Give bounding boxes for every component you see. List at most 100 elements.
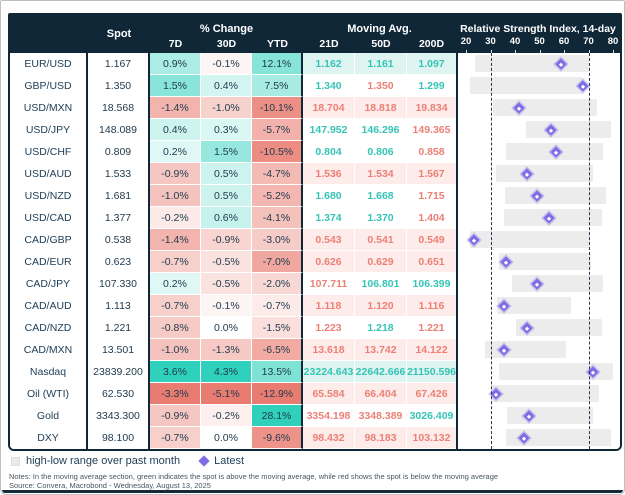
rsi-cell (456, 405, 620, 427)
ma-50d: 1.218 (355, 317, 407, 339)
instrument-label: CAD/AUD (10, 295, 88, 317)
rsi-range-bar (496, 165, 593, 182)
header-spot: Spot (106, 28, 132, 40)
ma-50d: 1.161 (355, 53, 407, 75)
table-row: Nasdaq 23839.200 3.6% 4.3% 13.5% 23224.6… (10, 361, 620, 383)
legend-latest-label: Latest (214, 455, 245, 467)
rsi-cell (456, 185, 620, 207)
pct-change-ytd: 7.5% (252, 75, 303, 97)
table-row: USD/CHF 0.809 0.2% 1.5% -10.5% 0.804 0.8… (10, 141, 620, 163)
instrument-label: GBP/USD (10, 75, 88, 97)
rsi-range-bar (504, 187, 607, 204)
spot-value: 18.568 (88, 97, 150, 119)
pct-change-30d: 0.0% (201, 317, 252, 339)
ma-21d: 147.952 (303, 119, 355, 141)
pct-change-ytd: -10.1% (252, 97, 303, 119)
pct-change-7d: -0.9% (150, 163, 201, 185)
spot-value: 1.113 (88, 295, 150, 317)
pct-change-30d: -0.5% (201, 251, 252, 273)
spot-value: 0.623 (88, 251, 150, 273)
pct-change-30d: 0.4% (201, 75, 252, 97)
pct-change-7d: -1.4% (150, 229, 201, 251)
pct-change-30d: 0.6% (201, 207, 252, 229)
table-row: Gold 3343.300 -0.9% -0.2% 28.1% 3354.198… (10, 405, 620, 427)
pct-change-7d: -3.3% (150, 383, 201, 405)
rsi-range-bar (507, 407, 593, 424)
ma-21d: 3354.198 (303, 405, 355, 427)
table-row: CAD/EUR 0.623 -0.7% -0.5% -7.0% 0.626 0.… (10, 251, 620, 273)
pct-change-ytd: -6.5% (252, 339, 303, 361)
rsi-tick-label: 70 (583, 36, 594, 47)
rsi-tick-mark (539, 50, 541, 53)
ma-21d: 1.340 (303, 75, 355, 97)
ma-50d: 0.629 (355, 251, 407, 273)
ma-200d: 67.426 (407, 383, 456, 405)
pct-change-7d: 0.2% (150, 273, 201, 295)
spot-value: 0.809 (88, 141, 150, 163)
table-row: USD/JPY 148.089 0.4% 0.3% -5.7% 147.952 … (10, 119, 620, 141)
pct-change-30d: -0.5% (201, 273, 252, 295)
ma-200d: 1.116 (407, 295, 456, 317)
pct-change-7d: -0.7% (150, 251, 201, 273)
rsi-tick-mark (466, 50, 467, 53)
ma-21d: 1.536 (303, 163, 355, 185)
notes-text: Notes: In the moving average section, gr… (9, 472, 499, 481)
rsi-cell (456, 339, 620, 361)
range-swatch-icon (11, 456, 20, 466)
table-row: CAD/NZD 1.221 -0.8% 0.0% -1.5% 1.223 1.2… (10, 317, 620, 339)
table-body: EUR/USD 1.167 0.9% -0.1% 12.1% 1.162 1.1… (10, 53, 620, 449)
spot-value: 62.530 (88, 383, 150, 405)
pct-change-7d: -0.7% (150, 295, 201, 317)
instrument-label: USD/CHF (10, 141, 88, 163)
pct-change-30d: -0.1% (201, 295, 252, 317)
pct-change-30d: 1.5% (201, 141, 252, 163)
header-moving-avg-group: Moving Avg. (347, 23, 412, 35)
ma-21d: 1.118 (303, 295, 355, 317)
header-30d: 30D (216, 38, 237, 50)
pct-change-ytd: -7.0% (252, 251, 303, 273)
pct-change-30d: 0.5% (201, 185, 252, 207)
rsi-range-bar (475, 55, 590, 72)
rsi-range-bar (512, 275, 603, 292)
spot-value: 107.330 (88, 273, 150, 295)
rsi-cell (456, 295, 620, 317)
table-row: EUR/USD 1.167 0.9% -0.1% 12.1% 1.162 1.1… (10, 53, 620, 75)
ma-50d: 18.818 (355, 97, 407, 119)
rsi-cell (456, 317, 620, 339)
ma-200d: 19.834 (407, 97, 456, 119)
ma-21d: 18.704 (303, 97, 355, 119)
rsi-range-bar (505, 429, 612, 446)
rsi-range-bar (470, 77, 584, 94)
instrument-label: USD/NZD (10, 185, 88, 207)
pct-change-30d: 0.5% (201, 163, 252, 185)
header-50d: 50D (371, 38, 391, 50)
rsi-cell (456, 141, 620, 163)
table-row: CAD/GBP 0.538 -1.4% -0.9% -3.0% 0.543 0.… (10, 229, 620, 251)
rsi-range-bar (498, 253, 591, 270)
instrument-label: CAD/EUR (10, 251, 88, 273)
rsi-range-bar (498, 363, 613, 380)
rsi-cell (456, 251, 620, 273)
ma-200d: 149.365 (407, 119, 456, 141)
spot-value: 1.377 (88, 207, 150, 229)
ma-200d: 103.132 (407, 427, 456, 449)
ma-200d: 14.122 (407, 339, 456, 361)
ma-21d: 0.543 (303, 229, 355, 251)
spot-value: 98.100 (88, 427, 150, 449)
rsi-cell (456, 163, 620, 185)
header-rsi: Relative Strength Index, 14-day (460, 23, 616, 35)
ma-200d: 1.097 (407, 53, 456, 75)
instrument-label: USD/CAD (10, 207, 88, 229)
table-row: DXY 98.100 -0.7% 0.0% -9.6% 98.432 98.18… (10, 427, 620, 449)
pct-change-7d: -0.8% (150, 317, 201, 339)
ma-50d: 22642.666 (355, 361, 407, 383)
header-200d: 200D (418, 38, 445, 50)
pct-change-ytd: -3.0% (252, 229, 303, 251)
header-7d: 7D (168, 38, 183, 50)
ma-200d: 106.399 (407, 273, 456, 295)
ma-21d: 107.711 (303, 273, 355, 295)
pct-change-ytd: -5.7% (252, 119, 303, 141)
spot-value: 1.350 (88, 75, 150, 97)
spot-value: 1.167 (88, 53, 150, 75)
ma-50d: 1.120 (355, 295, 407, 317)
